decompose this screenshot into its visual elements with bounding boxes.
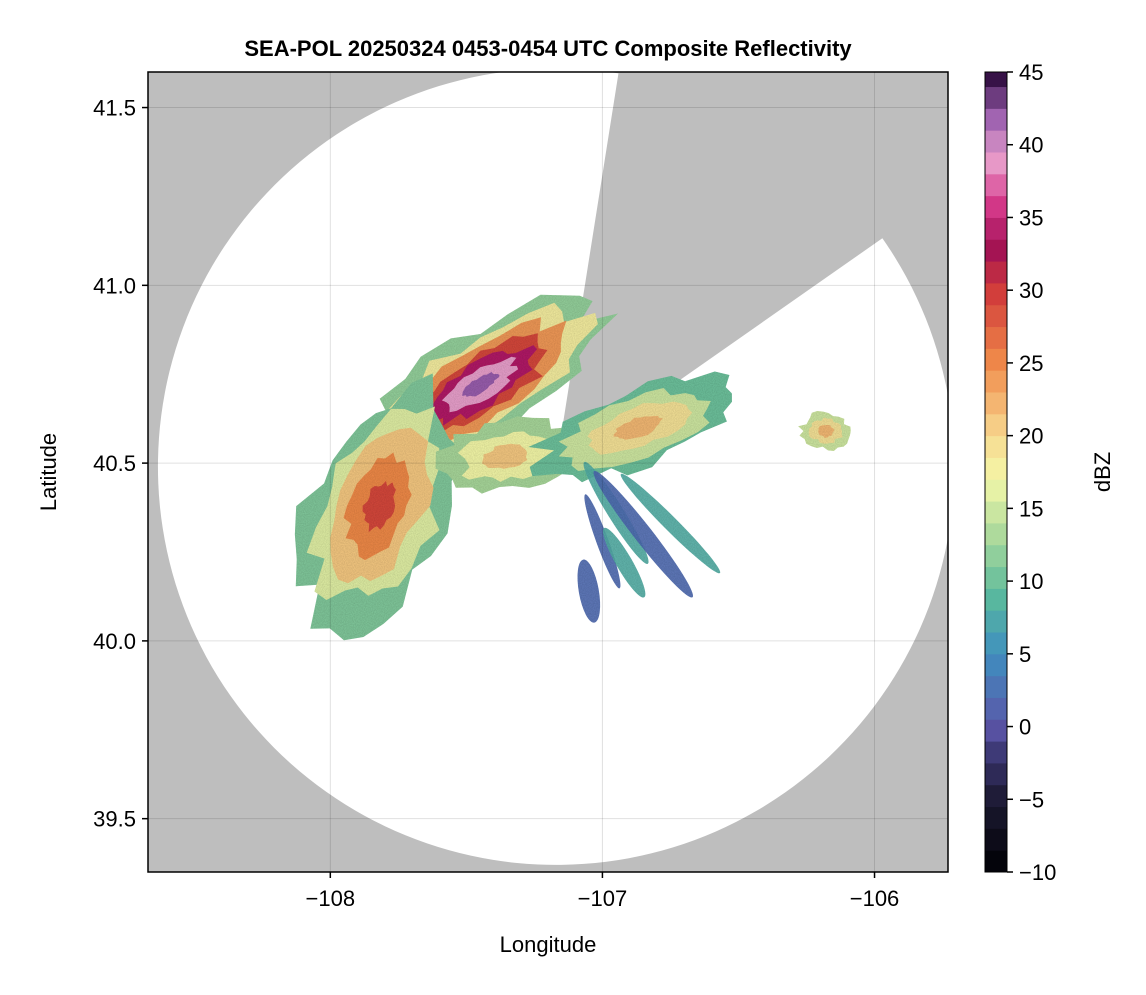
colorbar-bin [985, 392, 1007, 415]
colorbar-bin [985, 130, 1007, 153]
colorbar-tick-label: −10 [1019, 860, 1056, 885]
echo-streak [584, 494, 621, 589]
y-axis: 39.5 40.0 40.5 41.0 41.5 [93, 96, 148, 832]
x-tick-label: −108 [306, 886, 356, 911]
echo-streak [593, 470, 693, 598]
echo-far-east [798, 411, 851, 451]
colorbar-bin [985, 544, 1007, 568]
colorbar-bin [985, 588, 1007, 611]
colorbar-bin [985, 566, 1007, 589]
colorbar-bin [985, 370, 1007, 393]
colorbar-bin [985, 741, 1007, 764]
colorbar-bin [985, 457, 1007, 480]
y-tick-label: 40.0 [93, 629, 136, 654]
plot-frame [147, 71, 949, 873]
colorbar-bin [985, 697, 1007, 720]
grid-lines [148, 72, 948, 872]
colorbar-bin [985, 522, 1007, 546]
colorbar-tick-label: 10 [1019, 569, 1043, 594]
echo-northwest-level [462, 371, 500, 397]
colorbar-bin [985, 239, 1007, 262]
colorbar-bin [985, 152, 1007, 175]
echo-east-level [613, 415, 663, 440]
echo-west [294, 373, 464, 641]
colorbar-tick-label: 20 [1019, 424, 1043, 449]
colorbar-bin [985, 610, 1007, 633]
colorbar-tick-label: 45 [1019, 60, 1043, 85]
chart-title: SEA-POL 20250324 0453-0454 UTC Composite… [244, 36, 852, 61]
colorbar-tick-label: 40 [1019, 133, 1043, 158]
colorbar-tick-label: 5 [1019, 642, 1031, 667]
colorbar-tick-label: 25 [1019, 351, 1043, 376]
colorbar-bin [985, 173, 1007, 197]
echo-east [528, 371, 732, 483]
colorbar-bin [985, 479, 1007, 502]
echo-streak [620, 473, 721, 574]
plot-area [148, 72, 948, 872]
colorbar-frame [984, 71, 1008, 873]
y-tick-label: 39.5 [93, 807, 136, 832]
colorbar-bin [985, 784, 1007, 808]
colorbar-tick-label: 30 [1019, 278, 1043, 303]
colorbar-bin [985, 806, 1007, 829]
colorbar-bin [985, 348, 1007, 371]
y-tick-label: 41.0 [93, 273, 136, 298]
colorbar-bin [985, 719, 1007, 742]
colorbar-bin [985, 762, 1007, 786]
colorbar-bin [985, 217, 1007, 240]
reflectivity-echoes [294, 294, 851, 641]
echo-center-link-level [482, 443, 528, 469]
y-axis-label: Latitude [36, 433, 61, 511]
colorbar: −10 −5 0 5 10 15 20 25 30 35 40 45 dBZ [984, 60, 1115, 885]
colorbar-bin [985, 282, 1007, 306]
x-tick-label: −107 [578, 886, 628, 911]
colorbar-label: dBZ [1090, 452, 1115, 492]
colorbar-bin [985, 326, 1007, 349]
colorbar-bin [985, 850, 1007, 873]
colorbar-tick-label: 35 [1019, 205, 1043, 230]
colorbar-bin [985, 501, 1007, 524]
x-axis-label: Longitude [500, 932, 597, 957]
echo-west-level [362, 481, 396, 533]
colorbar-bins [985, 72, 1007, 873]
y-tick-label: 40.5 [93, 451, 136, 476]
colorbar-bin [985, 632, 1007, 655]
colorbar-bin [985, 195, 1007, 218]
colorbar-bin [985, 435, 1007, 458]
x-tick-label: −106 [850, 886, 900, 911]
colorbar-bin [985, 72, 1007, 88]
colorbar-bin [985, 653, 1007, 677]
colorbar-bin [985, 108, 1007, 131]
colorbar-ticks: −10 −5 0 5 10 15 20 25 30 35 40 45 [1007, 60, 1056, 885]
colorbar-bin [985, 304, 1007, 328]
colorbar-tick-label: 15 [1019, 496, 1043, 521]
colorbar-bin [985, 86, 1007, 109]
colorbar-bin [985, 261, 1007, 284]
echo-streak [603, 527, 646, 598]
colorbar-bin [985, 675, 1007, 698]
y-tick-label: 41.5 [93, 96, 136, 121]
colorbar-bin [985, 413, 1007, 437]
echo-far-east-level [818, 424, 835, 438]
colorbar-bin [985, 828, 1007, 851]
colorbar-tick-label: −5 [1019, 787, 1044, 812]
x-axis: −108 −107 −106 [306, 872, 900, 911]
colorbar-tick-label: 0 [1019, 715, 1031, 740]
echo-streak [577, 559, 601, 623]
